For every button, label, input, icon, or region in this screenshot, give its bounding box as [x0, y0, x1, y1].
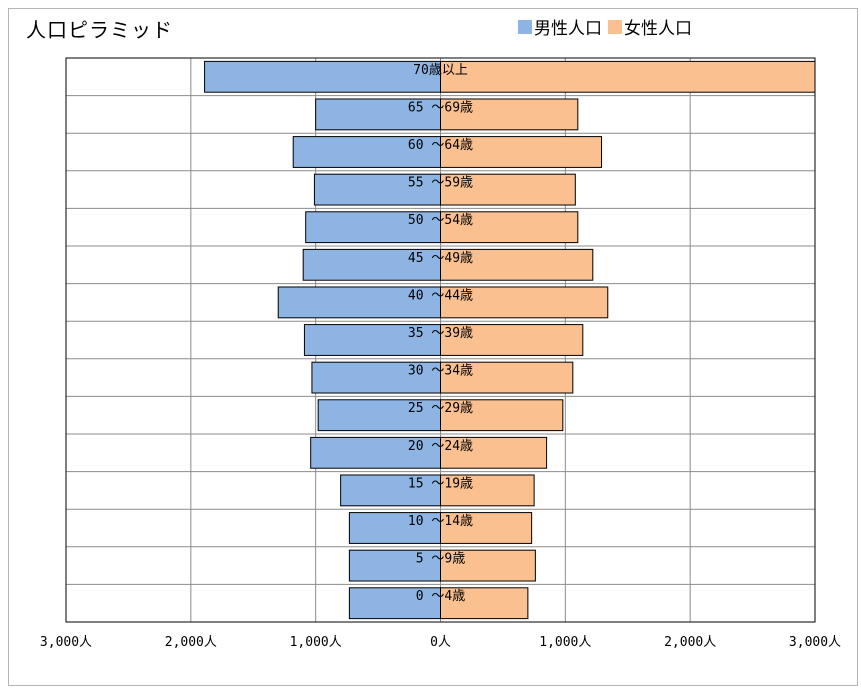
category-label: 70歳以上 — [413, 63, 468, 78]
x-tick-label: 1,000人 — [539, 635, 591, 650]
bar-male — [317, 399, 441, 432]
bar-male — [277, 286, 442, 319]
bar-female — [440, 399, 564, 432]
legend: 男性人口 女性人口 — [518, 14, 698, 39]
category-label: 10 ～14歳 — [408, 514, 473, 529]
bar-male — [305, 211, 441, 244]
category-label: 25 ～29歳 — [408, 401, 473, 416]
bar-male — [302, 248, 441, 281]
bar-female — [440, 173, 576, 206]
x-tick-label: 3,000人 — [40, 635, 92, 650]
category-label: 20 ～24歳 — [408, 439, 473, 454]
bar-female — [440, 512, 533, 544]
chart-title: 人口ピラミッド — [26, 18, 173, 42]
bar-female — [440, 211, 579, 244]
legend-label-male: 男性人口 — [534, 19, 602, 39]
category-label: 50 ～54歳 — [408, 213, 473, 228]
category-label: 15 ～19歳 — [408, 476, 473, 491]
bar-male — [340, 474, 441, 507]
legend-swatch-male — [518, 19, 532, 34]
category-label: 35 ～39歳 — [408, 326, 473, 341]
plot-area-border — [65, 57, 816, 623]
bar-male — [204, 60, 441, 93]
bar-female — [440, 549, 536, 582]
category-label: 5 ～9歳 — [416, 552, 465, 567]
category-label: 45 ～49歳 — [408, 251, 473, 266]
bar-female — [440, 474, 535, 507]
bar-female — [440, 136, 603, 168]
category-label: 65 ～69歳 — [408, 100, 473, 115]
bar-female — [440, 60, 816, 93]
x-tick-label: 3,000人 — [789, 635, 841, 650]
x-tick-label: 0人 — [430, 635, 451, 650]
category-label: 30 ～34歳 — [408, 364, 473, 379]
bar-male — [313, 173, 441, 206]
x-tick-label: 2,000人 — [165, 635, 217, 650]
bar-male — [310, 436, 441, 469]
category-label: 55 ～59歳 — [408, 176, 473, 191]
bar-female — [440, 361, 574, 394]
bar-female — [440, 248, 594, 281]
legend-swatch-female — [608, 19, 622, 34]
bar-female — [440, 324, 584, 356]
legend-item-male: 男性人口 — [518, 14, 602, 39]
category-label: 40 ～44歳 — [408, 288, 473, 303]
bar-male — [303, 324, 441, 356]
bar-male — [311, 361, 441, 394]
bar-female — [440, 587, 529, 620]
bar-female — [440, 98, 579, 131]
bar-male — [315, 98, 441, 131]
x-tick-label: 2,000人 — [664, 635, 716, 650]
category-label: 60 ～64歳 — [408, 138, 473, 153]
bar-female — [440, 286, 609, 319]
legend-label-female: 女性人口 — [624, 19, 692, 39]
category-label: 0 ～4歳 — [416, 589, 465, 604]
bar-female — [440, 436, 548, 469]
x-tick-label: 1,000人 — [290, 635, 342, 650]
bar-male — [348, 587, 442, 620]
legend-item-female: 女性人口 — [608, 14, 692, 39]
bar-male — [292, 136, 441, 168]
